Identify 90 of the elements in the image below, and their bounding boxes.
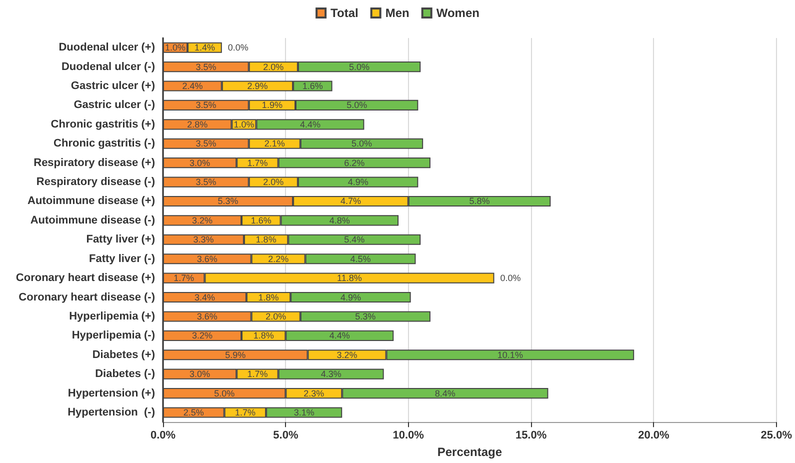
y-tick-label: Hyperlipemia (+) [69, 310, 156, 322]
data-label: 8.4% [434, 388, 456, 398]
x-tick-label: 0.0% [150, 430, 176, 442]
y-tick-label: Fatty liver (-) [88, 252, 156, 265]
data-label: 5.0% [349, 62, 370, 72]
data-label: 4.9% [340, 292, 361, 302]
x-axis-title: Percentage [437, 445, 502, 459]
data-label: 5.8% [469, 196, 490, 206]
data-label: 2.8% [187, 119, 208, 130]
data-label: 1.8% [256, 234, 276, 245]
data-label: 2.3% [304, 388, 324, 398]
y-tick-label: Hypertension (-) [68, 406, 156, 418]
data-label: 1.6% [302, 81, 323, 92]
data-label: 1.6% [250, 215, 272, 226]
data-label: 1.7% [234, 407, 256, 418]
data-label: 4.7% [340, 196, 361, 206]
data-label: 4.8% [329, 215, 350, 226]
data-label: 3.2% [192, 215, 213, 226]
data-label: 5.0% [346, 100, 368, 110]
y-tick-label: Gastric ulcer (-) [74, 99, 156, 112]
y-tick-label: Fatty liver (+) [86, 234, 156, 246]
y-tick-label: Chronic gastritis (-) [54, 138, 156, 150]
data-label: 3.4% [194, 292, 215, 302]
legend-label: Men [385, 6, 410, 20]
data-label: 2.0% [266, 311, 286, 322]
data-label: 0.0% [228, 42, 248, 53]
data-label: 1.7% [247, 369, 268, 380]
y-tick-label: Hyperlipemia (-) [72, 330, 156, 342]
y-tick-label: Respiratory disease (+) [34, 156, 156, 169]
data-label: 5.0% [351, 138, 372, 149]
x-tick-label: 25.0% [760, 430, 792, 442]
data-label: 4.9% [348, 177, 368, 188]
data-label: 1.9% [262, 100, 282, 110]
data-label: 3.2% [336, 350, 358, 360]
y-tick-label: Chronic gastritis (+) [50, 118, 156, 130]
y-tick-label: Autoimmune disease (+) [28, 195, 156, 208]
y-tick-label: Autoimmune disease (-) [30, 214, 156, 226]
data-label: 5.9% [225, 350, 246, 360]
x-tick-label: 20.0% [638, 430, 670, 442]
data-label: 3.1% [294, 407, 314, 418]
data-label: 4.4% [300, 119, 320, 130]
data-label: 2.5% [183, 407, 204, 418]
data-label: 1.8% [258, 292, 279, 302]
data-label: 3.5% [196, 100, 216, 110]
y-tick-label: Diabetes (-) [95, 368, 156, 380]
data-label: 3.3% [193, 234, 214, 245]
data-label: 1.0% [165, 42, 186, 53]
data-label: 3.6% [196, 254, 218, 264]
x-tick-label: 10.0% [392, 430, 424, 442]
data-label: 2.4% [182, 81, 203, 92]
legend-label: Total [330, 6, 358, 20]
y-tick-label: Respiratory disease (-) [36, 176, 156, 188]
data-label: 3.5% [196, 177, 216, 188]
data-label: 1.7% [247, 158, 268, 168]
data-label: 1.8% [253, 330, 274, 341]
data-label: 2.9% [247, 81, 268, 92]
data-label: 3.5% [196, 138, 216, 149]
data-label: 3.0% [190, 158, 210, 168]
x-tick-label: 5.0% [273, 430, 298, 442]
data-label: 10.1% [497, 350, 523, 360]
y-tick-label: Diabetes (+) [92, 348, 156, 361]
y-tick-label: Coronary heart disease (-) [18, 291, 156, 304]
x-tick-label: 15.0% [515, 430, 547, 442]
data-label: 3.6% [196, 311, 218, 322]
data-label: 3.0% [190, 369, 210, 380]
y-tick-label: Coronary heart disease (+) [16, 272, 156, 284]
data-label: 5.3% [355, 311, 376, 322]
data-label: 5.3% [218, 196, 238, 206]
data-label: 4.3% [320, 369, 342, 380]
data-label: 5.4% [344, 234, 365, 245]
y-tick-label: Duodenal ulcer (-) [61, 60, 156, 73]
y-tick-label: Hypertension (+) [68, 387, 156, 400]
data-label: 2.0% [263, 177, 284, 188]
data-label: 1.4% [194, 42, 215, 53]
data-label: 1.7% [174, 273, 194, 284]
data-label: 6.2% [344, 158, 365, 168]
data-label: 0.0% [500, 273, 521, 284]
data-label: 2.2% [268, 254, 289, 264]
data-label: 2.0% [263, 62, 284, 72]
data-label: 3.5% [196, 62, 216, 72]
data-label: 11.8% [337, 273, 362, 284]
legend-label: Women [436, 6, 480, 20]
y-tick-label: Gastric ulcer (+) [70, 80, 156, 92]
data-label: 1.0% [234, 119, 254, 130]
data-label: 5.0% [214, 388, 235, 398]
data-label: 2.1% [264, 138, 285, 149]
data-label: 4.5% [350, 254, 371, 264]
y-tick-label: Duodenal ulcer (+) [58, 42, 156, 54]
data-label: 4.4% [329, 330, 350, 341]
data-label: 3.2% [192, 330, 213, 341]
